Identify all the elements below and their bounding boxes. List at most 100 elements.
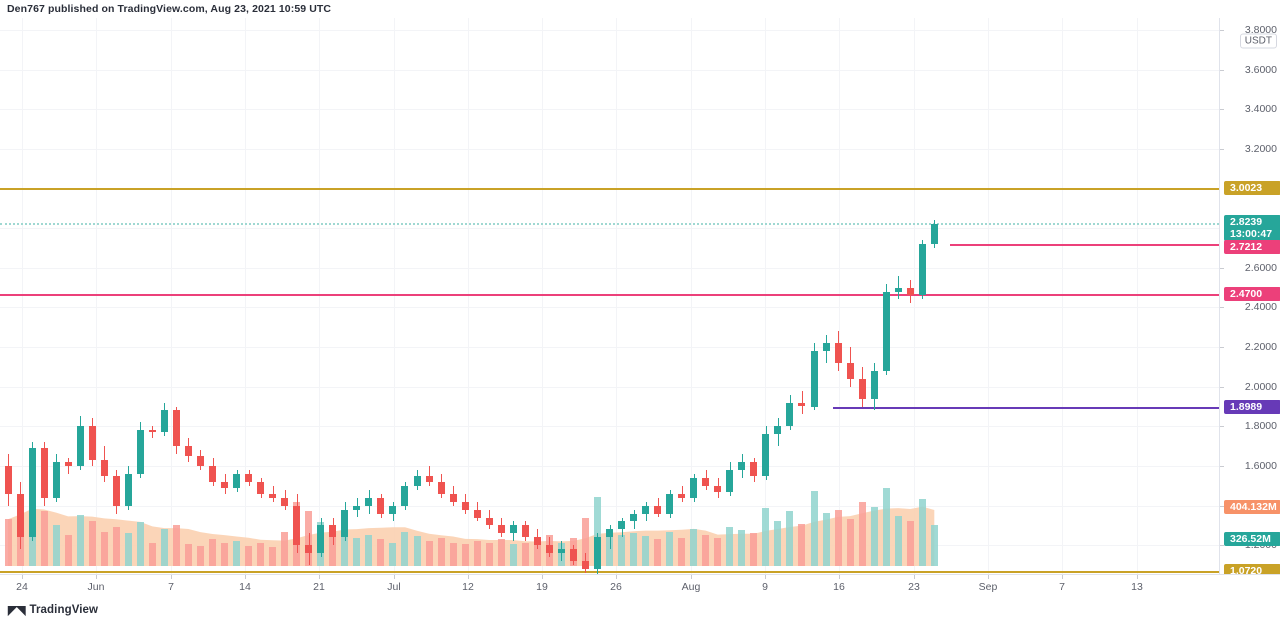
time-tick-mark <box>1062 575 1063 579</box>
candle-wick <box>682 485 683 502</box>
footer: ◤◥ TradingView <box>0 598 1280 622</box>
candle-body <box>28 448 36 538</box>
volume-bar <box>112 527 120 566</box>
grid-line-v <box>1062 18 1063 574</box>
candle-body <box>786 402 794 427</box>
volume-bar <box>533 539 541 566</box>
candle-body <box>485 517 493 526</box>
price-badge-resistance-gold[interactable]: 3.0023 <box>1224 181 1280 195</box>
candle-body <box>401 485 409 506</box>
candle-body <box>413 475 421 486</box>
grid-line-h <box>0 426 1219 428</box>
candle-body <box>269 493 277 498</box>
volume-bar <box>666 531 674 566</box>
candle-body <box>533 537 541 546</box>
price-badge-value: 3.0023 <box>1230 182 1263 194</box>
time-tick-label: 24 <box>16 581 28 593</box>
candle-body <box>906 287 914 296</box>
volume-bar <box>606 531 613 566</box>
candle-body <box>160 410 168 433</box>
candle-body <box>654 505 662 514</box>
volume-bar <box>750 533 758 566</box>
level-line-1.8989[interactable] <box>832 406 1219 409</box>
candle-body <box>88 426 96 460</box>
candle-body <box>245 473 253 482</box>
candle-body <box>317 525 325 554</box>
price-tick-label: 2.6000 <box>1244 261 1277 274</box>
tradingview-logo[interactable]: ◤◥ TradingView <box>8 603 98 617</box>
price-tick-label: 2.2000 <box>1244 341 1277 354</box>
grid-line-h <box>0 347 1219 349</box>
volume-bar <box>209 539 216 566</box>
time-tick-label: 7 <box>168 581 174 593</box>
price-tick-mark <box>1220 148 1224 150</box>
volume-bar <box>593 497 601 566</box>
volume-bar <box>906 520 914 566</box>
price-badge-last-price[interactable]: 2.8239 13:00:47 <box>1224 215 1280 242</box>
price-badge-volume-last[interactable]: 326.52M <box>1224 532 1280 547</box>
time-tick-mark <box>765 575 766 579</box>
volume-bar <box>401 531 409 566</box>
candle-wick <box>68 458 69 474</box>
candle-body <box>377 497 385 514</box>
candle-body <box>846 362 854 379</box>
attribution-text: Den767 published on TradingView.com, Aug… <box>7 3 332 15</box>
volume-bar <box>281 531 289 566</box>
candle-body <box>184 446 192 457</box>
grid-line-h <box>0 267 1219 269</box>
volume-bar <box>341 520 349 566</box>
time-tick-mark <box>839 575 840 579</box>
level-line-1.0720[interactable] <box>0 570 1219 573</box>
candle-body <box>353 505 361 510</box>
candle-body <box>702 477 710 486</box>
volume-bar <box>738 530 746 566</box>
price-badge-level-purple[interactable]: 1.8989 <box>1224 399 1280 414</box>
plot-area[interactable] <box>0 18 1219 574</box>
volume-bar <box>100 531 108 566</box>
candle-body <box>76 426 84 466</box>
grid-line-v <box>765 18 766 574</box>
grid-line-v <box>394 18 395 574</box>
price-tick-mark <box>1220 426 1224 428</box>
candle-body <box>762 434 770 476</box>
time-tick-label: 19 <box>536 581 548 593</box>
price-axis[interactable]: USDT 3.8000 3.6000 3.4000 3.2000 2.6000 2.400… <box>1219 18 1280 578</box>
price-badge-level-pink-high[interactable]: 2.7212 <box>1224 239 1280 254</box>
volume-bar <box>64 534 72 566</box>
volume-bar <box>461 544 469 566</box>
time-tick-mark <box>1137 575 1138 579</box>
chart-frame: USDT 3.8000 3.6000 3.4000 3.2000 2.6000 2.400… <box>0 18 1280 578</box>
candle-body <box>798 402 806 407</box>
price-badge-volume-ma[interactable]: 404.132M <box>1224 499 1280 514</box>
candle-body <box>642 505 650 514</box>
level-line-2.8239[interactable] <box>0 223 1219 226</box>
time-tick-mark <box>542 575 543 579</box>
price-tick-mark <box>1220 267 1224 269</box>
candle-body <box>136 430 144 474</box>
volume-bar <box>702 534 710 566</box>
price-tick-label: 3.4000 <box>1244 103 1277 116</box>
volume-bar <box>846 519 854 566</box>
candle-wick <box>610 525 611 550</box>
candle-body <box>64 462 72 466</box>
volume-bar <box>329 530 337 566</box>
volume-bar <box>40 511 48 566</box>
time-tick-mark <box>691 575 692 579</box>
grid-line-v <box>245 18 246 574</box>
volume-bar <box>425 541 433 566</box>
volume-bar <box>822 512 830 566</box>
volume-bar <box>762 508 770 566</box>
time-tick-label: Aug <box>681 581 701 593</box>
level-line-2.7212[interactable] <box>949 243 1219 246</box>
grid-line-h <box>0 148 1219 150</box>
price-badge-level-pink-low[interactable]: 2.4700 <box>1224 286 1280 301</box>
time-axis[interactable]: 24 Jun 7 14 21 Jul 12 19 26 Aug 9 16 23 Sep 7 13 <box>0 574 1280 599</box>
grid-line-v <box>1137 18 1138 574</box>
candle-body <box>774 426 782 435</box>
volume-bar <box>196 545 204 566</box>
level-line-2.4700[interactable] <box>0 293 1219 296</box>
candle-body <box>810 351 818 407</box>
grid-line-h <box>0 69 1219 71</box>
level-line-3.0023[interactable] <box>0 188 1219 190</box>
volume-bar <box>774 520 782 566</box>
